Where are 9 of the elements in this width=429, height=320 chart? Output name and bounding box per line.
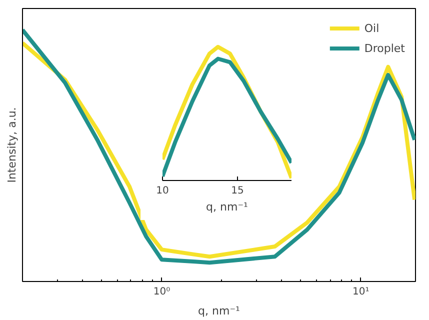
x-tick-label: 10¹ — [352, 286, 370, 298]
legend-label: Droplet — [364, 42, 405, 54]
x-axis-title: q, nm⁻¹ — [206, 200, 248, 214]
x-tick-label: 10⁰ — [153, 286, 170, 298]
y-axis-title: Intensity, a.u. — [6, 107, 18, 183]
x-tick-label: 15 — [231, 186, 244, 196]
x-tick-label: 10 — [156, 186, 169, 196]
legend-label: Oil — [364, 22, 380, 34]
x-axis-title: q, nm⁻¹ — [198, 304, 240, 318]
